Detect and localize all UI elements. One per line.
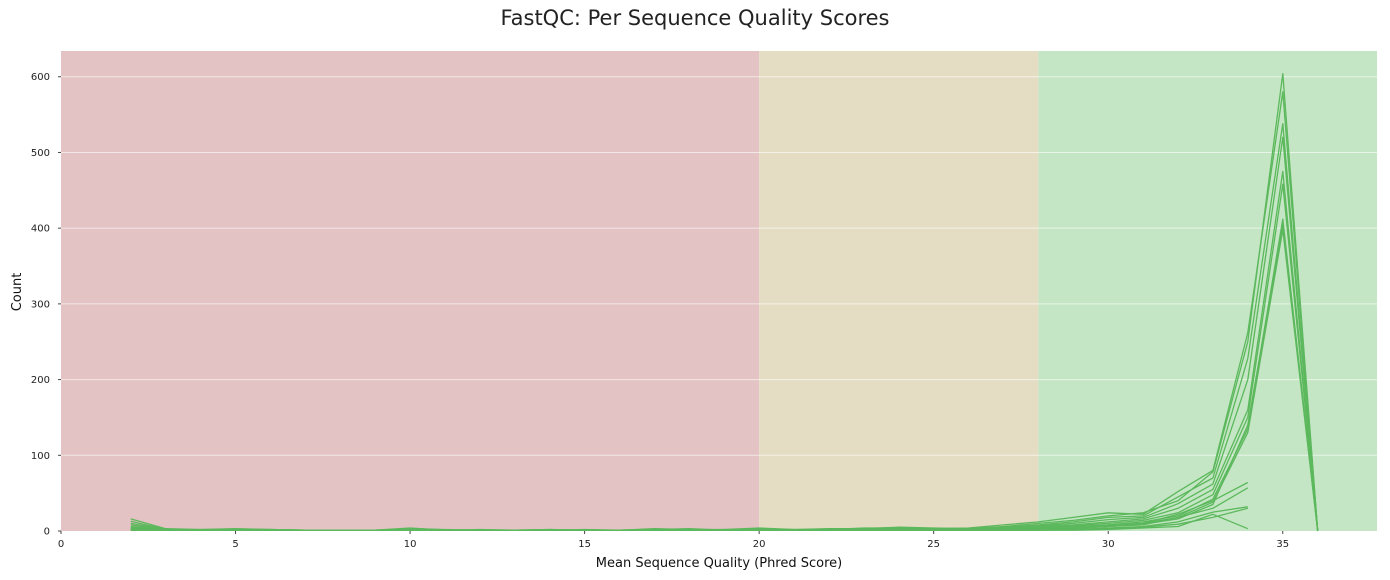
quality-band-1 [759, 51, 1039, 531]
y-axis: 0 100 200 300 400 500 600 [31, 72, 61, 538]
x-axis-label: Mean Sequence Quality (Phred Score) [596, 556, 842, 571]
y-tick-label-200: 200 [31, 375, 50, 386]
x-tick-label-10: 10 [404, 539, 417, 550]
x-tick-label-20: 20 [753, 539, 766, 550]
quality-band-2 [1038, 51, 1377, 531]
x-tick-label-5: 5 [232, 539, 238, 550]
x-tick-label-0: 0 [58, 539, 64, 550]
y-tick-label-500: 500 [31, 148, 50, 159]
y-tick-label-600: 600 [31, 72, 50, 83]
series-lines [130, 73, 1319, 532]
x-tick-label-30: 30 [1102, 539, 1115, 550]
chart-title: FastQC: Per Sequence Quality Scores [500, 6, 890, 30]
x-tick-label-15: 15 [578, 539, 591, 550]
x-tick-label-25: 25 [927, 539, 940, 550]
gridlines [61, 76, 1377, 456]
y-tick-label-400: 400 [31, 224, 50, 235]
y-axis-label: Count [10, 273, 25, 312]
x-tick-label-35: 35 [1276, 539, 1289, 550]
y-tick-label-100: 100 [31, 451, 50, 462]
series-line-13 [130, 513, 1249, 531]
y-tick-label-300: 300 [31, 299, 50, 310]
x-axis: 0 5 10 15 20 25 30 35 [58, 531, 1289, 550]
y-tick-label-0: 0 [44, 527, 50, 538]
quality-bands [61, 51, 1377, 531]
quality-band-0 [61, 51, 760, 531]
